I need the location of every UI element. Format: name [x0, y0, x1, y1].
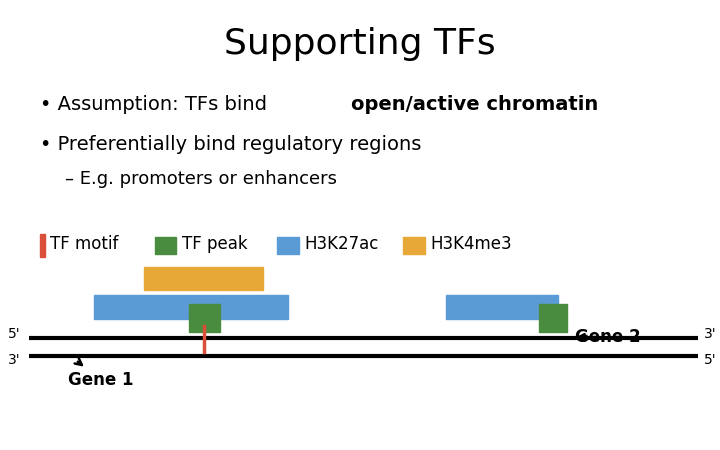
Text: • Assumption: TFs bind: • Assumption: TFs bind: [40, 94, 273, 113]
Text: 3': 3': [704, 327, 717, 341]
Bar: [403, 237, 425, 254]
Bar: [155, 237, 176, 254]
Text: 5': 5': [7, 327, 20, 341]
Bar: [94, 295, 288, 319]
Text: TF peak: TF peak: [182, 235, 248, 253]
Bar: [539, 304, 567, 332]
Text: – E.g. promoters or enhancers: – E.g. promoters or enhancers: [65, 170, 337, 188]
Text: Gene 1: Gene 1: [68, 358, 134, 389]
Text: H3K4me3: H3K4me3: [431, 235, 512, 253]
Bar: [40, 234, 45, 257]
Text: 5': 5': [704, 353, 717, 367]
Text: Supporting TFs: Supporting TFs: [224, 27, 496, 61]
Bar: [277, 237, 299, 254]
Bar: [144, 267, 263, 290]
Text: H3K27ac: H3K27ac: [305, 235, 379, 253]
Text: TF motif: TF motif: [50, 235, 118, 253]
Bar: [446, 295, 558, 319]
Text: open/active chromatin: open/active chromatin: [351, 94, 598, 113]
Text: Gene 2: Gene 2: [575, 328, 640, 346]
Text: 3': 3': [7, 353, 20, 367]
Text: • Preferentially bind regulatory regions: • Preferentially bind regulatory regions: [40, 135, 421, 154]
Bar: [189, 304, 220, 332]
